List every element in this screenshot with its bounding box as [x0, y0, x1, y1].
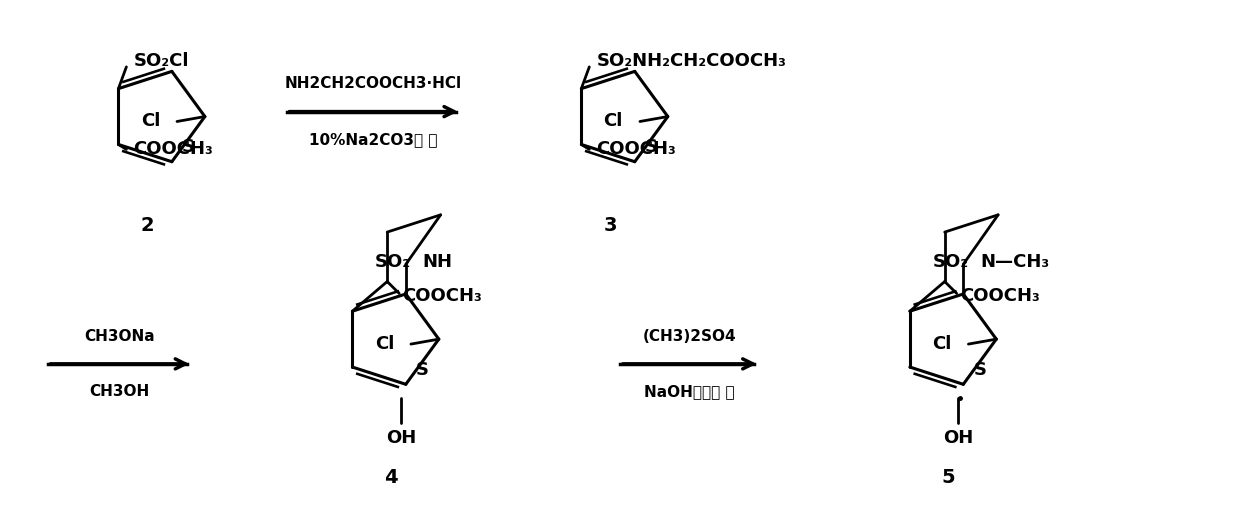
Text: S: S [645, 138, 657, 156]
Text: Cl: Cl [604, 113, 622, 130]
Text: CH3ONa: CH3ONa [84, 329, 155, 344]
Text: SO₂NH₂CH₂COOCH₃: SO₂NH₂CH₂COOCH₃ [596, 52, 786, 70]
Text: COOCH₃: COOCH₃ [134, 141, 213, 158]
Text: (CH3)2SO4: (CH3)2SO4 [642, 329, 737, 344]
Text: Cl: Cl [374, 335, 394, 353]
Text: SO₂: SO₂ [932, 253, 968, 271]
Text: COOCH₃: COOCH₃ [960, 288, 1039, 305]
Text: NaOH溶液， 水: NaOH溶液， 水 [645, 384, 735, 399]
Text: 4: 4 [384, 468, 398, 487]
Text: NH2CH2COOCH3·HCl: NH2CH2COOCH3·HCl [284, 76, 461, 91]
Text: OH: OH [944, 429, 973, 447]
Text: SO₂Cl: SO₂Cl [134, 52, 188, 70]
Text: S: S [182, 138, 195, 156]
Text: 3: 3 [604, 216, 616, 235]
Text: 10%Na2CO3， 水: 10%Na2CO3， 水 [309, 132, 438, 147]
Text: Cl: Cl [932, 335, 951, 353]
Text: CH3OH: CH3OH [89, 384, 149, 399]
Text: S: S [973, 361, 986, 379]
Text: OH: OH [386, 429, 417, 447]
Text: 2: 2 [140, 216, 154, 235]
Text: S: S [415, 361, 429, 379]
Text: NH: NH [423, 253, 453, 271]
Text: Cl: Cl [140, 113, 160, 130]
Text: 5: 5 [941, 468, 955, 487]
Text: COOCH₃: COOCH₃ [402, 288, 482, 305]
Text: SO₂: SO₂ [374, 253, 410, 271]
Text: N—CH₃: N—CH₃ [980, 253, 1049, 271]
Text: COOCH₃: COOCH₃ [596, 141, 676, 158]
